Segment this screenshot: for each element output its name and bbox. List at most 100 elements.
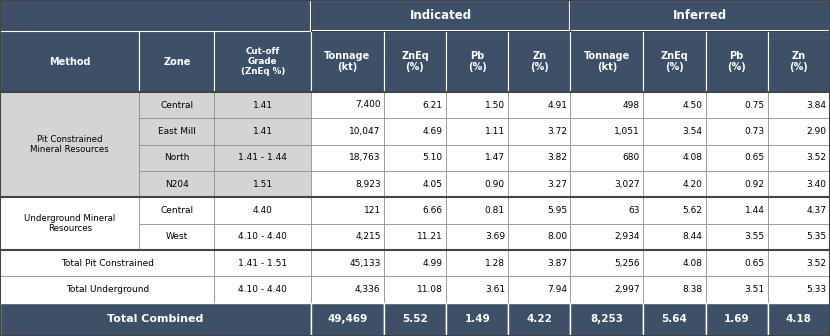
Text: 1.49: 1.49 (464, 314, 490, 324)
Bar (214, 144, 311, 171)
Bar (768, 303, 830, 336)
Bar (139, 92, 214, 118)
Bar (508, 92, 570, 118)
Text: 1,051: 1,051 (614, 127, 640, 136)
Bar (311, 118, 384, 144)
Text: 0.65: 0.65 (745, 259, 764, 268)
Text: 3.51: 3.51 (745, 285, 764, 294)
Text: 2,934: 2,934 (614, 233, 640, 241)
Text: Inferred: Inferred (673, 9, 727, 22)
Text: 3.69: 3.69 (485, 233, 505, 241)
Text: 1.69: 1.69 (724, 314, 749, 324)
Text: 8,253: 8,253 (590, 314, 623, 324)
Text: 5,256: 5,256 (614, 259, 640, 268)
Text: 4.22: 4.22 (526, 314, 552, 324)
Bar (0, 197, 139, 250)
Bar (384, 277, 446, 303)
Bar (139, 118, 214, 144)
Bar (311, 277, 384, 303)
Bar (706, 224, 768, 250)
Text: 1.11: 1.11 (485, 127, 505, 136)
Bar (446, 277, 508, 303)
Text: Indicated: Indicated (410, 9, 471, 22)
Bar (706, 171, 768, 197)
Bar (768, 250, 830, 277)
Text: Zn
(%): Zn (%) (530, 51, 549, 72)
Text: Tonnage
(kt): Tonnage (kt) (325, 51, 370, 72)
Text: 3.72: 3.72 (547, 127, 567, 136)
Bar (214, 118, 311, 144)
Text: 3,027: 3,027 (614, 180, 640, 188)
Bar (508, 277, 570, 303)
Text: Pb
(%): Pb (%) (468, 51, 486, 72)
Text: 5.35: 5.35 (807, 233, 827, 241)
Bar (643, 250, 706, 277)
Text: 4.99: 4.99 (422, 259, 442, 268)
Bar (768, 277, 830, 303)
Text: 6.21: 6.21 (422, 100, 442, 110)
Bar (214, 250, 311, 277)
Text: 10,047: 10,047 (349, 127, 381, 136)
Bar (0, 0, 311, 31)
Bar (768, 197, 830, 224)
Text: ZnEq
(%): ZnEq (%) (661, 51, 688, 72)
Bar (706, 277, 768, 303)
Text: 3.87: 3.87 (547, 259, 567, 268)
Bar (570, 118, 643, 144)
Bar (508, 303, 570, 336)
Bar (643, 224, 706, 250)
Bar (311, 92, 384, 118)
Text: 4.91: 4.91 (547, 100, 567, 110)
Text: 18,763: 18,763 (349, 153, 381, 162)
Text: Pit Constrained
Mineral Resources: Pit Constrained Mineral Resources (31, 135, 109, 154)
Text: 4.08: 4.08 (682, 259, 702, 268)
Text: 4.18: 4.18 (786, 314, 812, 324)
Bar (508, 250, 570, 277)
Bar (508, 197, 570, 224)
Text: 7,400: 7,400 (355, 100, 381, 110)
Text: Total Underground: Total Underground (66, 285, 149, 294)
Bar (139, 171, 214, 197)
Text: 3.61: 3.61 (485, 285, 505, 294)
Text: 3.27: 3.27 (547, 180, 567, 188)
Bar (446, 118, 508, 144)
Bar (570, 0, 830, 31)
Text: 6.66: 6.66 (422, 206, 442, 215)
Bar (706, 144, 768, 171)
Text: 8.44: 8.44 (682, 233, 702, 241)
Bar (643, 171, 706, 197)
Bar (570, 197, 643, 224)
Text: 3.40: 3.40 (807, 180, 827, 188)
Text: 3.55: 3.55 (745, 233, 764, 241)
Bar (446, 224, 508, 250)
Bar (706, 92, 768, 118)
Bar (643, 197, 706, 224)
Text: 4.10 - 4.40: 4.10 - 4.40 (238, 285, 287, 294)
Bar (768, 144, 830, 171)
Text: 3.82: 3.82 (547, 153, 567, 162)
Text: 0.92: 0.92 (745, 180, 764, 188)
Text: 5.62: 5.62 (682, 206, 702, 215)
Text: 4.10 - 4.40: 4.10 - 4.40 (238, 233, 287, 241)
Text: 1.44: 1.44 (745, 206, 764, 215)
Text: 1.47: 1.47 (485, 153, 505, 162)
Bar (508, 118, 570, 144)
Text: 8.00: 8.00 (547, 233, 567, 241)
Bar (139, 224, 214, 250)
Text: 7.94: 7.94 (547, 285, 567, 294)
Bar (570, 0, 830, 31)
Bar (214, 197, 311, 224)
Bar (643, 303, 706, 336)
Bar (214, 277, 311, 303)
Bar (446, 144, 508, 171)
Bar (384, 92, 446, 118)
Bar (311, 303, 384, 336)
Text: 3.84: 3.84 (807, 100, 827, 110)
Bar (446, 171, 508, 197)
Bar (446, 303, 508, 336)
Bar (384, 303, 446, 336)
Bar (570, 144, 643, 171)
Text: 498: 498 (623, 100, 640, 110)
Bar (214, 171, 311, 197)
Bar (643, 277, 706, 303)
